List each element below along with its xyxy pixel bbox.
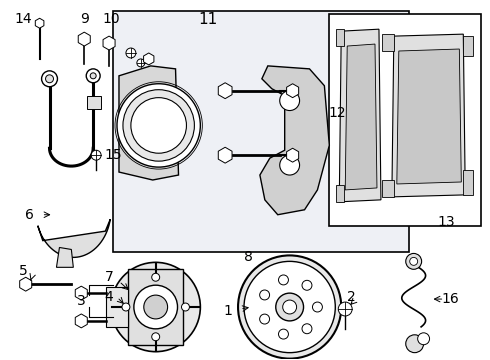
Text: 9: 9: [80, 12, 89, 26]
Text: 3: 3: [77, 294, 86, 308]
Polygon shape: [75, 314, 87, 328]
Text: 11: 11: [198, 12, 218, 27]
Circle shape: [260, 290, 270, 300]
Bar: [106, 287, 128, 327]
Circle shape: [91, 150, 101, 160]
Circle shape: [406, 335, 424, 353]
Circle shape: [280, 91, 299, 111]
Circle shape: [410, 257, 417, 265]
Polygon shape: [336, 185, 344, 202]
Text: 16: 16: [441, 292, 459, 306]
Circle shape: [111, 262, 200, 352]
Polygon shape: [392, 34, 465, 197]
Circle shape: [278, 329, 289, 339]
Text: 7: 7: [105, 270, 113, 284]
Circle shape: [283, 300, 296, 314]
Polygon shape: [75, 286, 87, 300]
Circle shape: [278, 275, 289, 285]
Text: 13: 13: [438, 215, 455, 229]
Text: 1: 1: [224, 304, 233, 318]
Circle shape: [302, 280, 312, 290]
Circle shape: [417, 333, 430, 345]
Text: 5: 5: [19, 264, 28, 278]
Text: 2: 2: [347, 290, 356, 304]
Text: 4: 4: [105, 290, 113, 304]
Text: 10: 10: [102, 12, 120, 26]
Circle shape: [123, 90, 195, 161]
Polygon shape: [56, 247, 74, 267]
Circle shape: [276, 293, 303, 321]
Polygon shape: [382, 180, 394, 197]
Polygon shape: [382, 34, 394, 51]
Circle shape: [134, 285, 177, 329]
Polygon shape: [339, 29, 381, 202]
Circle shape: [260, 314, 270, 324]
Polygon shape: [218, 147, 232, 163]
Bar: [128, 269, 183, 345]
Polygon shape: [397, 49, 461, 184]
Polygon shape: [144, 53, 154, 65]
Polygon shape: [464, 36, 473, 56]
Polygon shape: [119, 66, 178, 180]
Circle shape: [338, 302, 352, 316]
Polygon shape: [287, 84, 298, 98]
Polygon shape: [218, 83, 232, 99]
Polygon shape: [103, 36, 115, 50]
Polygon shape: [345, 44, 377, 190]
Bar: [113, 11, 409, 252]
Circle shape: [313, 302, 322, 312]
Circle shape: [144, 295, 168, 319]
Polygon shape: [35, 18, 44, 28]
Circle shape: [122, 303, 130, 311]
Polygon shape: [87, 96, 101, 109]
Circle shape: [117, 84, 200, 167]
Circle shape: [86, 69, 100, 83]
Circle shape: [152, 333, 160, 341]
Text: 15: 15: [104, 148, 122, 162]
Polygon shape: [38, 219, 110, 257]
Polygon shape: [78, 32, 90, 46]
Polygon shape: [260, 66, 329, 215]
Bar: [329, 14, 481, 226]
Circle shape: [238, 255, 341, 359]
Circle shape: [46, 75, 53, 83]
Text: 8: 8: [244, 251, 252, 264]
Circle shape: [181, 303, 190, 311]
Circle shape: [137, 59, 145, 67]
Polygon shape: [464, 170, 473, 195]
Polygon shape: [336, 29, 344, 46]
Text: 6: 6: [25, 208, 34, 222]
Circle shape: [152, 273, 160, 281]
Circle shape: [90, 73, 96, 79]
Circle shape: [280, 155, 299, 175]
Text: 12: 12: [328, 105, 346, 120]
Circle shape: [42, 71, 57, 87]
Polygon shape: [20, 277, 32, 291]
Circle shape: [406, 253, 421, 269]
Polygon shape: [287, 148, 298, 162]
Circle shape: [126, 48, 136, 58]
Circle shape: [302, 324, 312, 334]
Circle shape: [131, 98, 187, 153]
Circle shape: [244, 261, 335, 353]
Text: 14: 14: [15, 12, 32, 26]
